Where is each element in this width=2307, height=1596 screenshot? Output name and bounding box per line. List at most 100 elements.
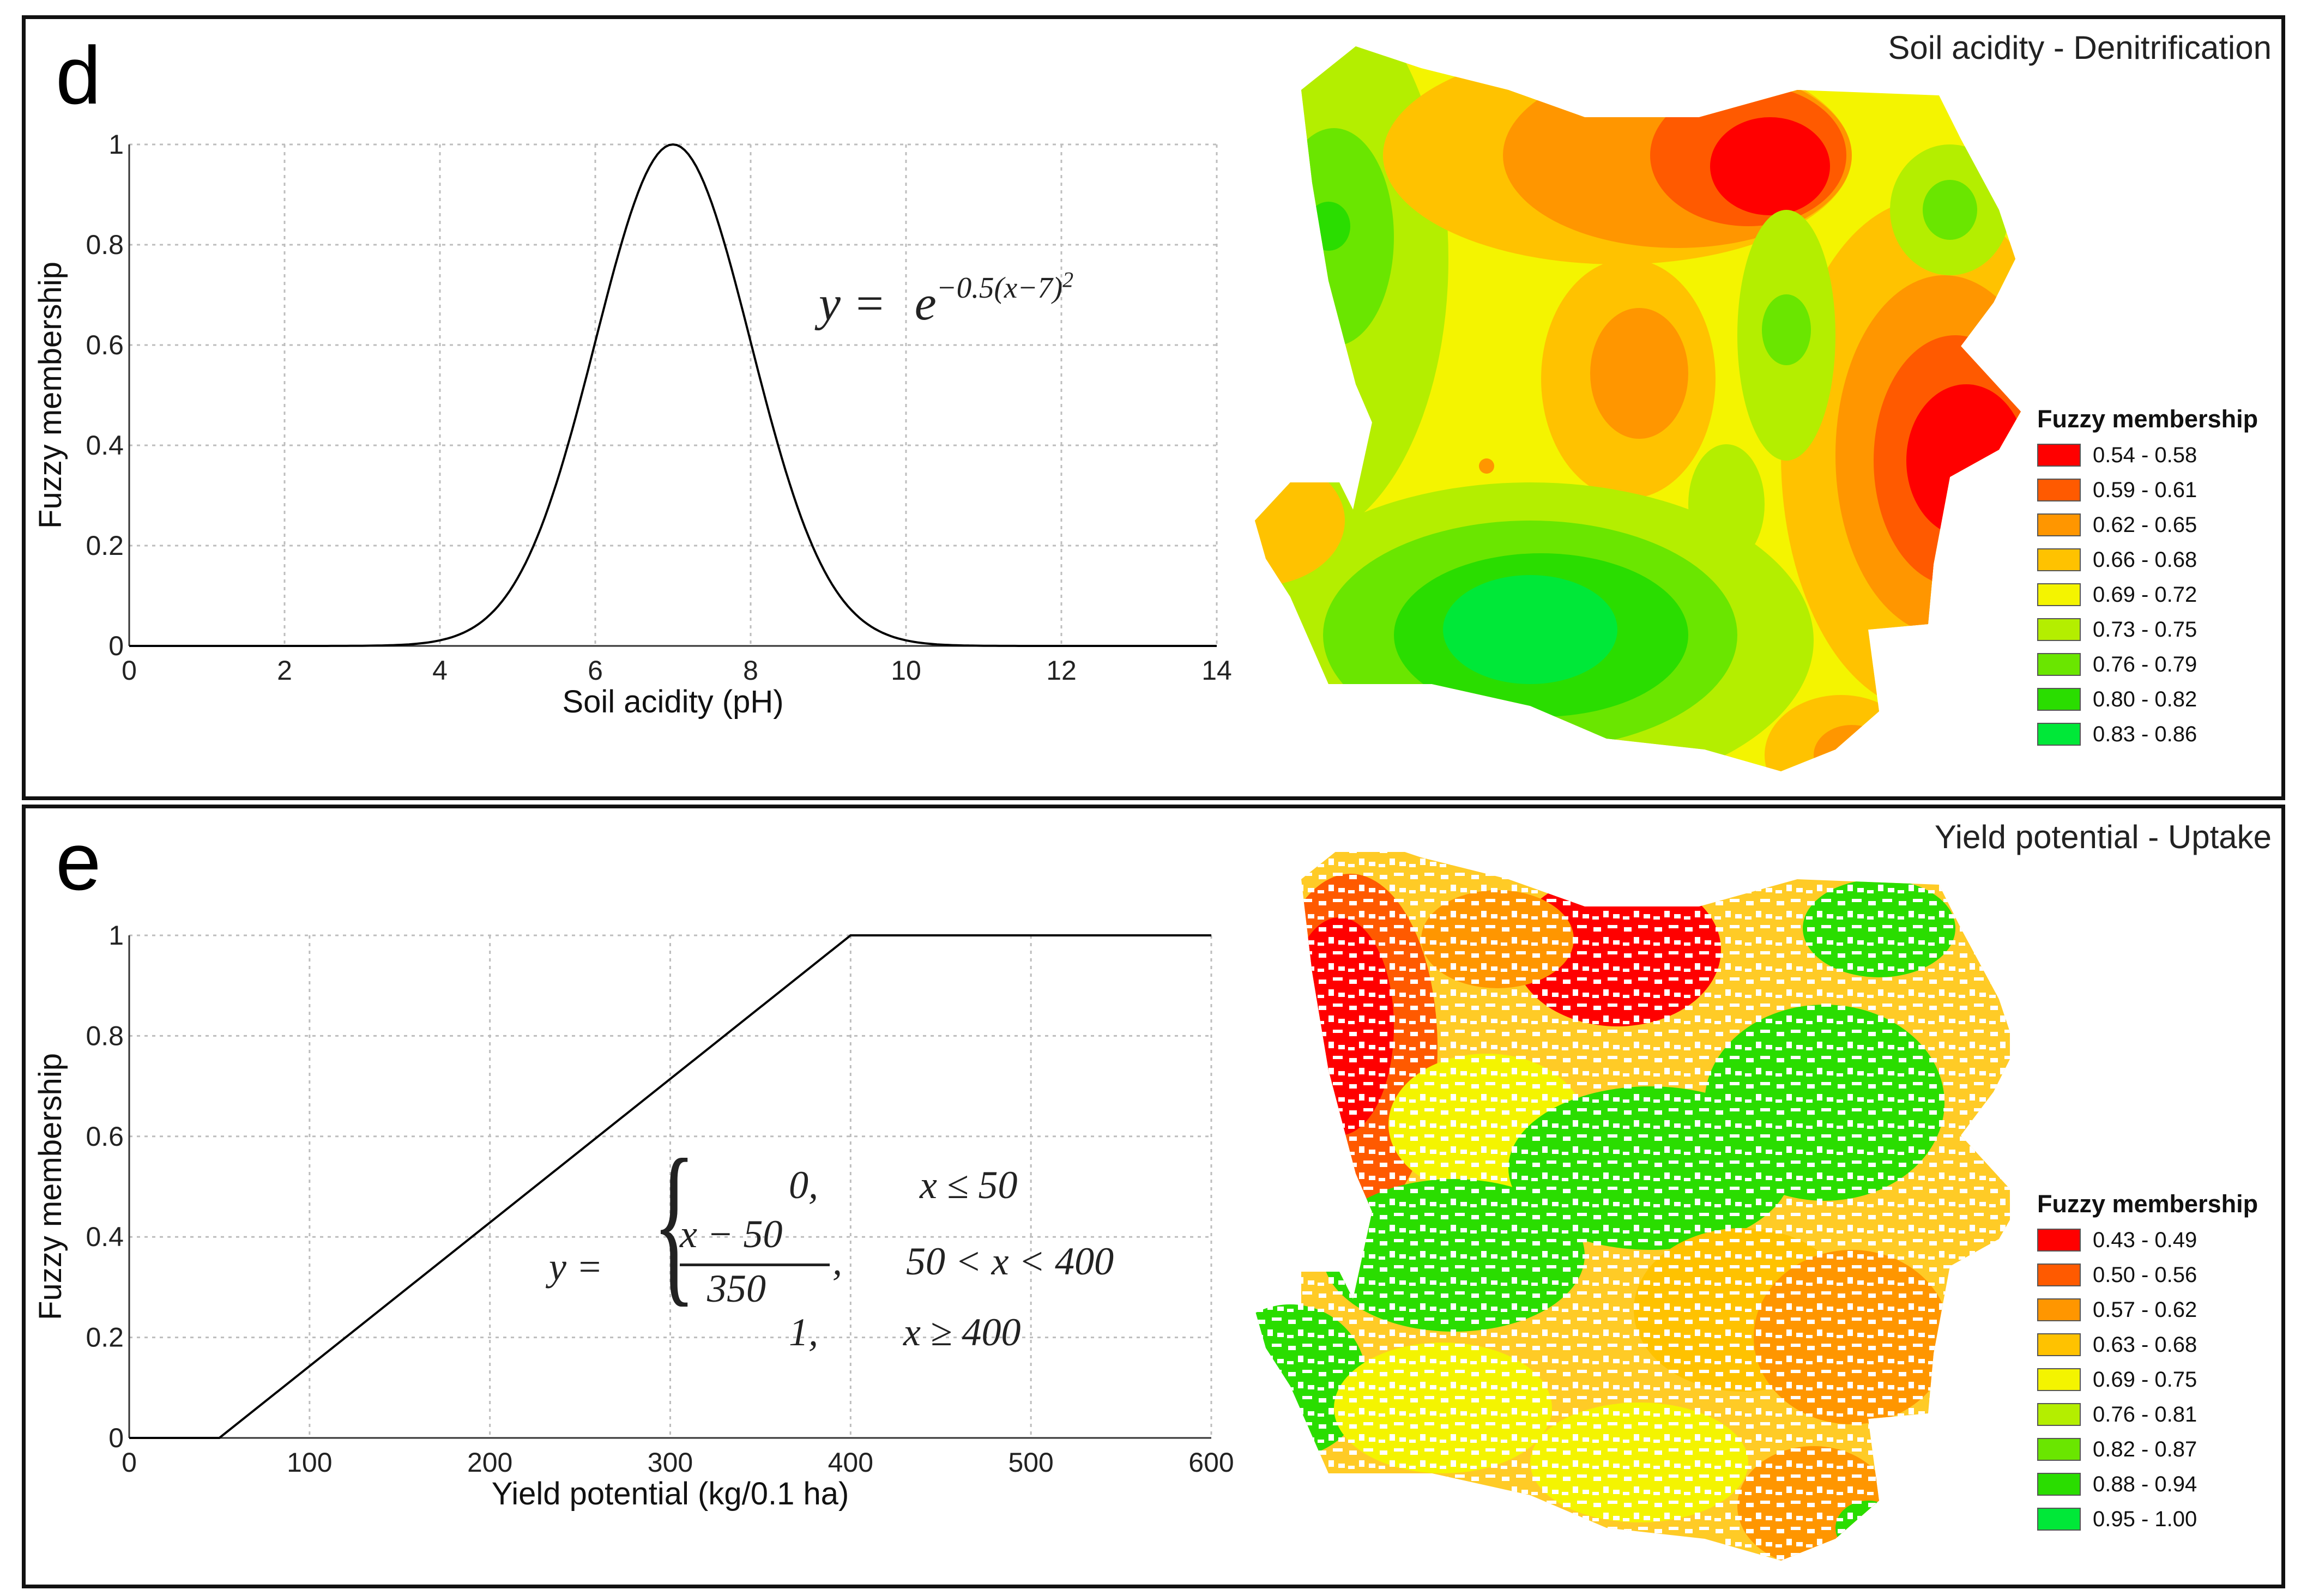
formula-base: e	[914, 276, 937, 331]
legend-swatch	[2037, 513, 2081, 536]
legend-swatch	[2037, 1264, 2081, 1286]
legend-title-e: Fuzzy membership	[2037, 1190, 2258, 1218]
panel-d: d Soil acidity - Denitrification 0 2 4 6 8 10…	[22, 15, 2285, 800]
legend-label: 0.83 - 0.86	[2093, 722, 2197, 746]
legend-swatch	[2037, 583, 2081, 606]
legend-label: 0.69 - 0.75	[2093, 1367, 2197, 1392]
legend-label: 0.43 - 0.49	[2093, 1228, 2197, 1252]
legend-d: Fuzzy membership 0.54 - 0.58 0.59 - 0.61…	[2037, 405, 2258, 752]
legend-item: 0.62 - 0.65	[2037, 507, 2258, 542]
legend-swatch	[2037, 1403, 2081, 1426]
map-title-d: Soil acidity - Denitrification	[1888, 29, 2272, 66]
legend-label: 0.76 - 0.81	[2093, 1402, 2197, 1426]
fraction-bar	[680, 1264, 830, 1266]
map-title-e: Yield potential - Uptake	[1934, 819, 2272, 855]
gaussian-membership-chart: 0 2 4 6 8 10 12 14 0 0.2 0.4 0.6 0.8 1 Soil acidity (p…	[33, 129, 1232, 720]
legend-item: 0.66 - 0.68	[2037, 542, 2258, 577]
legend-item: 0.73 - 0.75	[2037, 612, 2258, 647]
legend-swatch	[2037, 653, 2081, 676]
series-line	[129, 934, 1211, 1439]
legend-item: 0.59 - 0.61	[2037, 473, 2258, 507]
legend-item: 0.69 - 0.75	[2037, 1362, 2258, 1397]
y-tick-label: 0.2	[86, 530, 124, 561]
legend-swatch	[2037, 1438, 2081, 1461]
legend-label: 0.82 - 0.87	[2093, 1437, 2197, 1461]
x-tick-label: 500	[1008, 1447, 1053, 1478]
y-tick-label: 0.8	[86, 1020, 124, 1051]
legend-item: 0.82 - 0.87	[2037, 1432, 2258, 1467]
legend-item: 0.50 - 0.56	[2037, 1258, 2258, 1292]
x-tick-label: 14	[1201, 655, 1232, 686]
x-tick-label: 10	[891, 655, 921, 686]
legend-label: 0.80 - 0.82	[2093, 687, 2197, 711]
legend-label: 0.59 - 0.61	[2093, 477, 2197, 502]
formula-lhs: y =	[549, 1245, 603, 1289]
legend-item: 0.69 - 0.72	[2037, 577, 2258, 612]
y-axis-label: Fuzzy membership	[33, 1053, 68, 1320]
legend-swatch	[2037, 444, 2081, 467]
case1-value: 0,	[789, 1163, 818, 1207]
y-tick-label: 0.4	[86, 1222, 124, 1252]
panel-letter-e: e	[56, 815, 101, 907]
x-tick-label: 600	[1188, 1447, 1234, 1478]
y-tick-label: 0.2	[86, 1322, 124, 1353]
legend-label: 0.54 - 0.58	[2093, 443, 2197, 467]
panel-letter-d: d	[56, 29, 101, 121]
legend-swatch	[2037, 479, 2081, 501]
legend-item: 0.80 - 0.82	[2037, 682, 2258, 717]
case2-condition: 50 < x < 400	[906, 1240, 1114, 1283]
yield-potential-map	[1255, 836, 2021, 1561]
x-tick-label: 6	[588, 655, 603, 686]
y-axis-label: Fuzzy membership	[33, 262, 68, 529]
legend-label: 0.63 - 0.68	[2093, 1332, 2197, 1357]
y-tick-label: 1	[108, 129, 124, 160]
formula-exponent: −0.5(x−7)	[936, 271, 1063, 305]
x-tick-label: 12	[1046, 655, 1077, 686]
legend-swatch	[2037, 1473, 2081, 1496]
legend-label: 0.95 - 1.00	[2093, 1507, 2197, 1531]
case3-condition: x ≥ 400	[903, 1310, 1021, 1354]
legend-swatch	[2037, 548, 2081, 571]
soil-acidity-map	[1255, 46, 2021, 771]
legend-swatch	[2037, 1333, 2081, 1356]
x-tick-label: 300	[648, 1447, 693, 1478]
legend-item: 0.76 - 0.81	[2037, 1397, 2258, 1432]
left-brace: {	[653, 1123, 696, 1322]
legend-item: 0.54 - 0.58	[2037, 438, 2258, 473]
legend-title-d: Fuzzy membership	[2037, 405, 2258, 433]
legend-label: 0.76 - 0.79	[2093, 652, 2197, 676]
legend-label: 0.66 - 0.68	[2093, 547, 2197, 572]
y-tick-label: 0.4	[86, 430, 124, 461]
x-tick-label: 0	[122, 655, 137, 686]
legend-item: 0.76 - 0.79	[2037, 647, 2258, 682]
legend-swatch	[2037, 618, 2081, 641]
series-line	[129, 143, 1217, 647]
x-tick-label: 2	[277, 655, 292, 686]
x-axis-label: Soil acidity (pH)	[562, 684, 783, 720]
legend-label: 0.88 - 0.94	[2093, 1472, 2197, 1496]
legend-label: 0.50 - 0.56	[2093, 1262, 2197, 1287]
formula-power: 2	[1062, 268, 1074, 292]
linear-membership-chart: 0 100 200 300 400 500 600 0 0.2 0.4 0.6 0.8 1 Yield p…	[33, 920, 1234, 1512]
x-tick-label: 0	[122, 1447, 137, 1478]
case3-value: 1,	[789, 1310, 818, 1354]
legend-item: 0.95 - 1.00	[2037, 1502, 2258, 1537]
panel-e: e Yield potential - Uptake 0 100 200 300 400…	[22, 805, 2285, 1588]
y-tick-label: 0	[108, 1423, 124, 1453]
x-tick-label: 100	[287, 1447, 332, 1478]
legend-item: 0.63 - 0.68	[2037, 1327, 2258, 1362]
legend-label: 0.73 - 0.75	[2093, 617, 2197, 642]
legend-swatch	[2037, 1508, 2081, 1531]
legend-swatch	[2037, 1368, 2081, 1391]
legend-swatch	[2037, 688, 2081, 711]
legend-swatch	[2037, 1298, 2081, 1321]
legend-item: 0.83 - 0.86	[2037, 717, 2258, 752]
formula-lhs: y =	[819, 276, 886, 331]
case2-denominator: 350	[707, 1267, 766, 1310]
x-tick-label: 200	[467, 1447, 512, 1478]
x-tick-label: 4	[432, 655, 448, 686]
x-tick-label: 8	[743, 655, 758, 686]
y-tick-label: 0	[108, 631, 124, 661]
y-tick-label: 0.6	[86, 330, 124, 360]
case2-numerator: x − 50	[680, 1212, 783, 1256]
